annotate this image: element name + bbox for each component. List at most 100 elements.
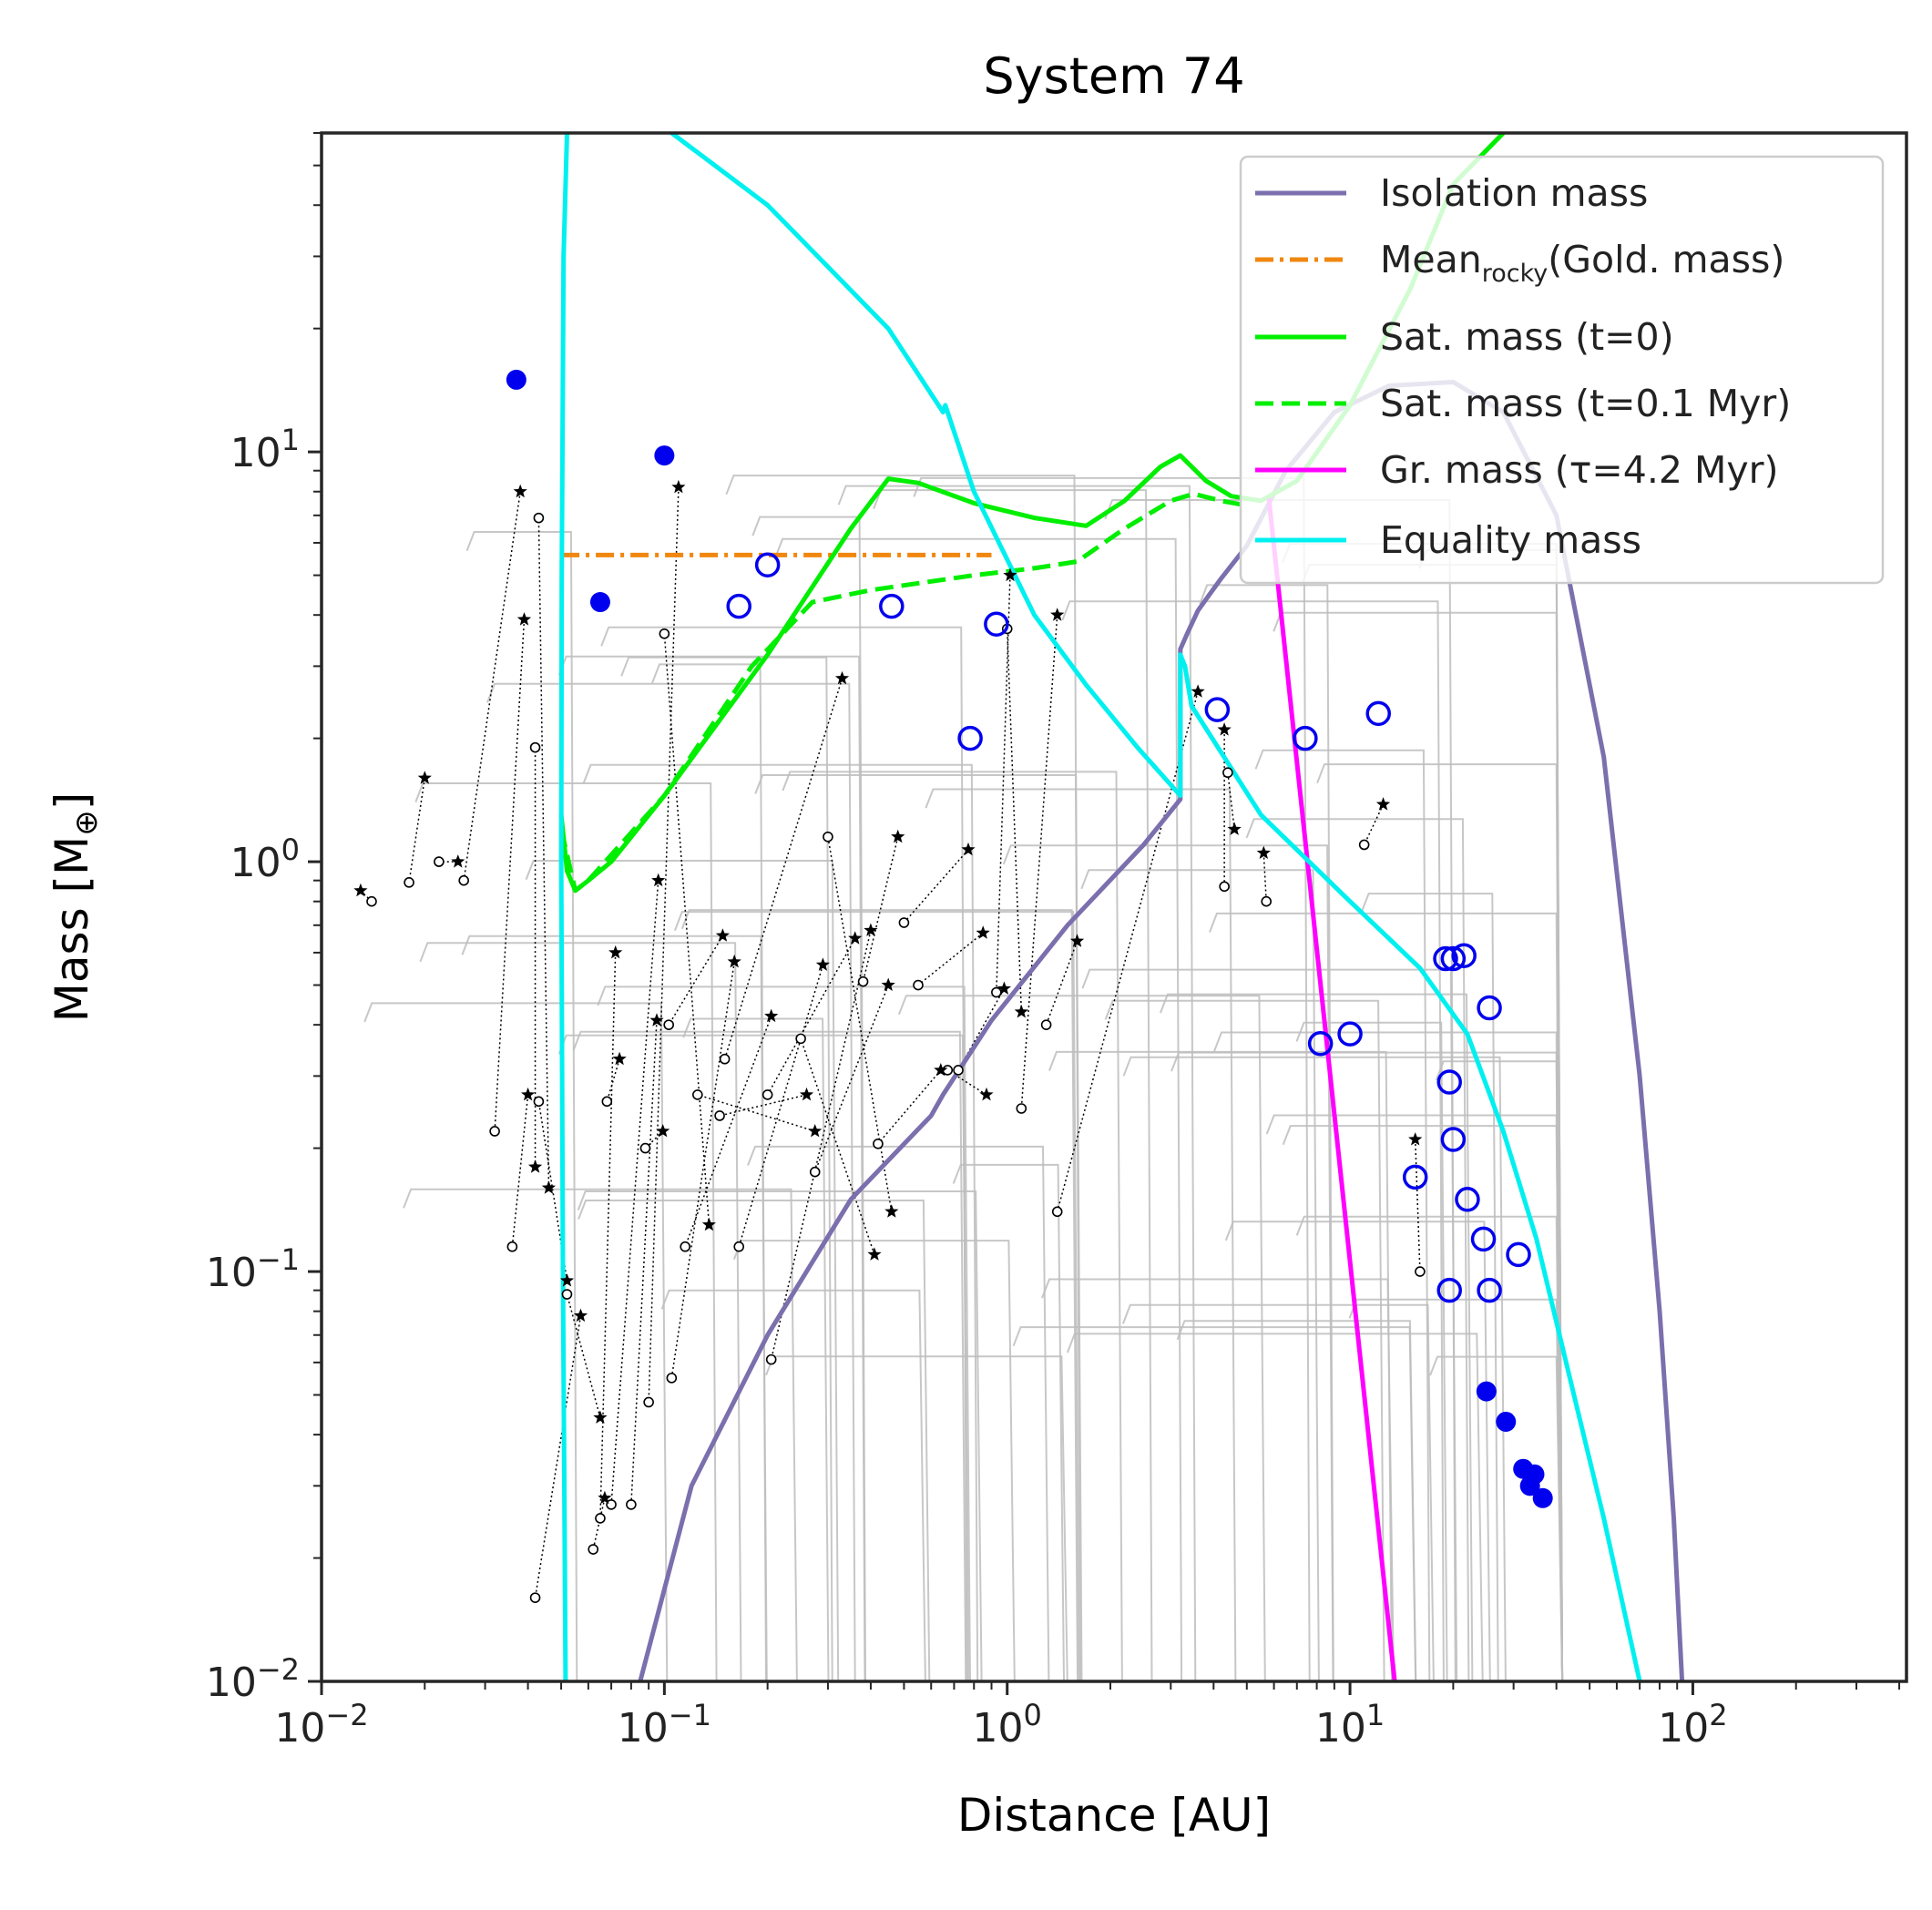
y-axis-label-end: ]	[46, 792, 98, 811]
growth-track	[1245, 818, 1470, 1681]
marker-connector	[1363, 803, 1385, 845]
star-marker	[884, 1204, 899, 1218]
small-open-marker	[733, 1241, 745, 1252]
small-open-marker	[366, 895, 377, 907]
marker-connector	[670, 961, 735, 1378]
x-axis-ticks: 10−2 10−1 100 101 102	[274, 1681, 1901, 1752]
x-tick-label-exponent: 2	[1709, 1698, 1727, 1732]
small-open-marker	[991, 986, 1002, 998]
marker-connector	[719, 1094, 807, 1117]
marker-connector	[1020, 615, 1058, 1109]
small-open-marker	[857, 975, 869, 987]
star-marker	[608, 945, 623, 959]
marker-connector	[917, 932, 984, 986]
marker-connector	[408, 778, 426, 883]
star-marker	[808, 1124, 823, 1138]
growth-track	[913, 476, 1311, 1681]
x-tick-label: 10−1	[618, 1698, 711, 1752]
series-equality-right	[670, 133, 1642, 1681]
x-tick-label: 102	[1658, 1698, 1727, 1752]
star-marker	[979, 1087, 994, 1101]
y-tick-label: 10−1	[206, 1242, 300, 1296]
legend-label: Isolation mass	[1380, 171, 1648, 215]
open-planet-point	[1204, 697, 1231, 722]
marker-connector	[1414, 1139, 1421, 1272]
growth-track	[1159, 993, 1474, 1681]
series-isolation	[638, 380, 1685, 1681]
y-tick-label: 101	[230, 423, 300, 476]
growth-track	[414, 782, 718, 1681]
star-marker	[649, 1013, 664, 1026]
small-open-marker	[762, 1089, 773, 1100]
star-marker	[521, 1087, 536, 1101]
star-marker	[1217, 722, 1232, 736]
x-tick-label-exponent: −2	[325, 1698, 368, 1732]
star-marker	[997, 981, 1011, 995]
small-open-marker	[606, 1499, 617, 1510]
star-marker	[881, 977, 895, 991]
small-open-marker	[529, 1592, 541, 1603]
small-open-marker	[680, 1241, 691, 1252]
legend-label-end: (Gold. mass)	[1548, 238, 1784, 281]
growth-track	[1121, 1303, 1435, 1681]
open-planet-point	[1477, 995, 1502, 1021]
open-planet-point	[984, 611, 1009, 637]
small-open-marker	[765, 1353, 777, 1365]
marker-connector	[996, 575, 1011, 993]
marker-connector	[1045, 941, 1078, 1026]
marker-connector	[606, 1058, 620, 1102]
filled-planet-point	[1532, 1487, 1553, 1508]
growth-track	[1360, 893, 1499, 1681]
open-planet-point	[1436, 1069, 1462, 1095]
small-open-marker	[1261, 895, 1272, 907]
planet-markers	[353, 369, 1553, 1603]
growth-track	[782, 771, 1123, 1681]
small-open-marker	[506, 1241, 518, 1252]
y-axis-label-sub: ⊕	[68, 810, 105, 836]
y-tick-label-base: 10	[206, 1250, 257, 1296]
chart-title: System 74	[983, 47, 1244, 105]
star-marker	[593, 1410, 608, 1424]
open-planet-point	[1477, 1277, 1502, 1303]
small-open-marker	[533, 1096, 545, 1108]
marker-connector	[946, 1069, 987, 1096]
star-marker	[513, 484, 527, 498]
growth-track	[765, 1355, 1068, 1681]
small-open-marker	[588, 1544, 599, 1555]
star-marker	[1256, 845, 1271, 859]
marker-connector	[1227, 772, 1235, 830]
y-tick-label-exponent: −1	[257, 1242, 300, 1277]
growth-track	[1209, 912, 1564, 1681]
star-marker	[541, 1180, 556, 1194]
open-planet-point	[1451, 943, 1477, 968]
open-planet-point	[1307, 1030, 1334, 1057]
star-marker	[417, 771, 432, 784]
growth-track	[1002, 844, 1334, 1681]
small-open-marker	[663, 1019, 674, 1030]
growth-track	[363, 1002, 669, 1681]
open-planet-point	[1293, 725, 1318, 751]
star-marker	[701, 1217, 716, 1231]
star-marker	[764, 1008, 779, 1023]
marker-connector	[770, 930, 872, 1360]
legend-label-main: Mean	[1380, 238, 1482, 281]
small-open-marker	[1016, 1103, 1027, 1114]
star-marker	[598, 1490, 612, 1505]
small-open-marker	[458, 874, 469, 886]
y-axis-label: Mass [M⊕]	[46, 792, 105, 1022]
star-marker	[727, 954, 741, 968]
open-planet-point	[879, 593, 905, 619]
star-marker	[1191, 684, 1205, 698]
growth-track	[525, 860, 840, 1681]
marker-connector	[566, 1293, 601, 1418]
growth-track	[682, 1017, 830, 1681]
growth-track	[620, 656, 833, 1681]
marker-connector	[663, 633, 710, 1225]
marker-connector	[738, 965, 824, 1247]
star-marker	[1050, 608, 1065, 621]
star-marker	[353, 883, 368, 897]
y-tick-label-exponent: −2	[257, 1652, 300, 1687]
series-growth	[1266, 497, 1397, 1681]
small-open-marker	[692, 1089, 703, 1100]
marker-connector	[862, 836, 899, 982]
